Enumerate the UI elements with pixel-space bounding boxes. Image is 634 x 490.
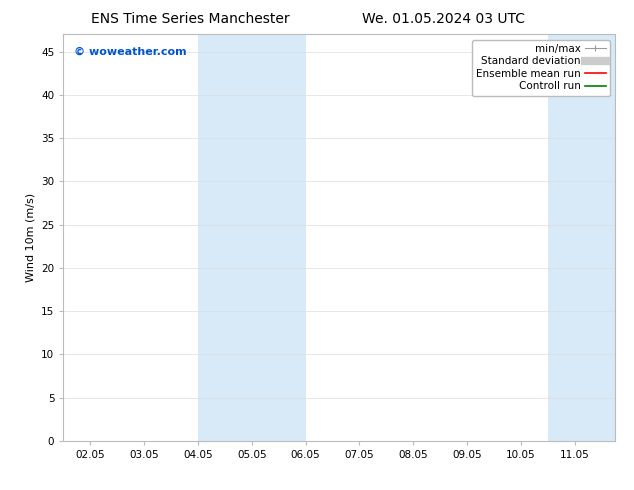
Text: ENS Time Series Manchester: ENS Time Series Manchester	[91, 12, 290, 26]
Bar	[588, 34, 615, 441]
Text: © woweather.com: © woweather.com	[74, 47, 187, 56]
Bar	[548, 34, 588, 441]
Bar	[198, 34, 252, 441]
Y-axis label: Wind 10m (m/s): Wind 10m (m/s)	[25, 193, 36, 282]
Bar	[252, 34, 306, 441]
Text: We. 01.05.2024 03 UTC: We. 01.05.2024 03 UTC	[362, 12, 526, 26]
Legend: min/max, Standard deviation, Ensemble mean run, Controll run: min/max, Standard deviation, Ensemble me…	[472, 40, 610, 96]
